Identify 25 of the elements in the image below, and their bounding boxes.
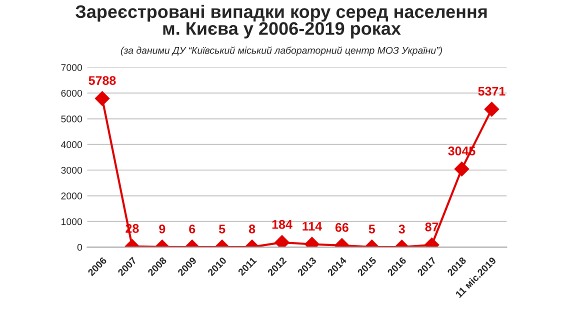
y-tick-label: 5000 [61, 116, 82, 122]
point [484, 102, 500, 117]
data-label: 5788 [88, 76, 116, 85]
data-label: 87 [425, 222, 438, 232]
y-tick-label: 0 [77, 244, 82, 251]
y-tick-label: 4000 [61, 141, 82, 148]
data-label: 5371 [478, 86, 506, 96]
data-label: 9 [159, 224, 166, 234]
data-label: 184 [272, 220, 292, 229]
y-tick-label: 3000 [61, 166, 82, 174]
data-label: 114 [302, 222, 322, 231]
data-label: 6 [189, 224, 196, 234]
data-label: 8 [248, 224, 256, 234]
data-label: 3 [398, 224, 405, 234]
y-tick-label: 1000 [62, 218, 82, 226]
point [454, 162, 470, 176]
y-tick-label: 2000 [61, 192, 82, 200]
data-label: 5 [218, 224, 226, 234]
y-tick-label: 6000 [61, 90, 82, 97]
chart-subtitle: (за даними ДУ “Київський міський лабораторний центр МОЗ України”) [120, 46, 442, 56]
y-tick-label: 7000 [61, 64, 82, 72]
chart-title: Зареєстровані випадки кору серед населення м. Києва у 2006-2019 роках [75, 4, 487, 38]
data-label: 66 [335, 223, 348, 232]
data-label: 5 [368, 224, 376, 234]
point [94, 91, 110, 106]
